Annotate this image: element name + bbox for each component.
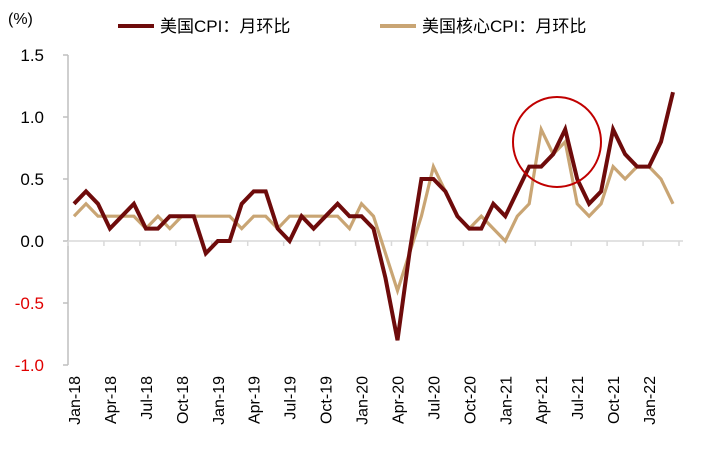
- x-tick-label: Jan-19: [211, 376, 228, 425]
- x-tick-label: Apr-20: [390, 376, 407, 424]
- y-tick-label: 0.0: [20, 232, 44, 251]
- y-tick-label: -0.5: [15, 294, 44, 313]
- x-tick-label: Oct-21: [606, 376, 623, 424]
- y-tick-label: 1.5: [20, 46, 44, 65]
- series-line-core-cpi: [72, 124, 675, 296]
- y-axis-unit-label: (%): [8, 11, 33, 28]
- x-tick-label: Jan-18: [67, 376, 84, 425]
- x-tick-label: Jul-19: [283, 376, 300, 420]
- series-line-cpi: [72, 91, 675, 341]
- y-tick-label: 0.5: [20, 170, 44, 189]
- highlight-circle: [512, 96, 602, 188]
- legend-label-core-cpi: 美国核心CPI：月环比: [422, 17, 586, 36]
- x-tick-label: Oct-19: [319, 376, 336, 424]
- x-tick-label: Oct-20: [462, 376, 479, 424]
- x-tick-label: Oct-18: [175, 376, 192, 424]
- x-tick-label: Apr-19: [247, 376, 264, 424]
- x-tick-label: Jul-20: [426, 376, 443, 420]
- legend: 美国CPI：月环比 美国核心CPI：月环比: [118, 17, 586, 36]
- x-tick-label: Apr-21: [534, 376, 551, 424]
- x-tick-label: Jan-22: [642, 376, 659, 425]
- legend-label-cpi: 美国CPI：月环比: [160, 17, 290, 36]
- y-tick-label: -1.0: [15, 356, 44, 375]
- x-tick-label: Apr-18: [103, 376, 120, 424]
- x-tick-label: Jul-21: [570, 376, 587, 420]
- x-tick-label: Jan-21: [498, 376, 515, 425]
- y-tick-label: 1.0: [20, 108, 44, 127]
- x-tick-label: Jul-18: [139, 376, 156, 420]
- x-tick-label: Jan-20: [355, 376, 372, 425]
